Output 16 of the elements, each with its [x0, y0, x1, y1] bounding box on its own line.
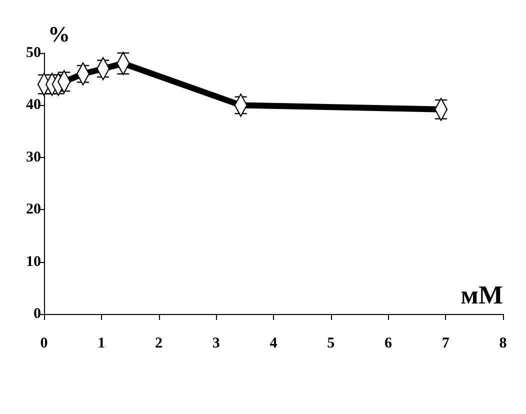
- x-axis-title: мМ: [460, 280, 503, 310]
- y-axis-title: %: [48, 22, 70, 46]
- y-tick-label: 20: [26, 202, 41, 218]
- x-tick-label: 1: [98, 336, 106, 352]
- x-tick-label: 4: [270, 336, 278, 352]
- x-tick-label: 5: [327, 336, 335, 352]
- y-tick-label: 40: [26, 97, 41, 114]
- x-tick-label: 6: [384, 336, 392, 352]
- y-tick-label: 50: [26, 45, 41, 61]
- x-tick-label: 3: [212, 336, 220, 352]
- y-tick-label: 30: [26, 149, 41, 166]
- x-tick-label: 2: [155, 336, 162, 352]
- y-tick-label: 0: [34, 306, 41, 322]
- y-tick-label: 10: [26, 254, 41, 270]
- x-tick-label: 7: [442, 336, 450, 352]
- x-tick-label: 8: [499, 336, 507, 352]
